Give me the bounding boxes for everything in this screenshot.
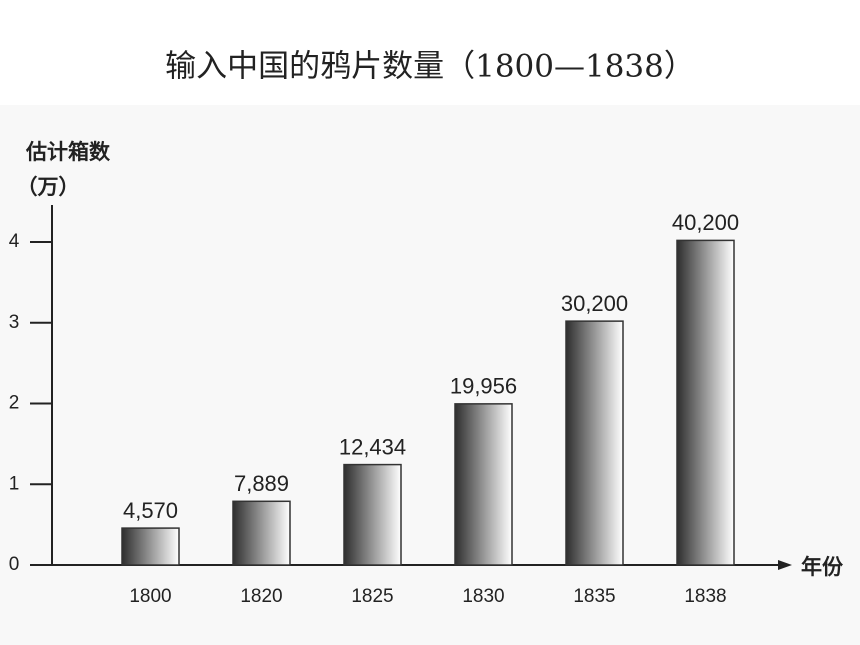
- bar: [565, 320, 624, 566]
- data-label: 40,200: [672, 210, 739, 235]
- x-tick-label: 1830: [462, 586, 504, 607]
- x-axis-arrow: [778, 560, 792, 570]
- x-tick-label: 1825: [351, 586, 393, 607]
- y-axis-label: 估计箱数: [25, 140, 111, 164]
- data-label: 12,434: [339, 434, 406, 459]
- chart-title: 输入中国的鸦片数量（1800—1838）: [165, 49, 695, 85]
- data-label: 4,570: [123, 498, 178, 523]
- x-tick-label: 1835: [573, 586, 615, 607]
- y-tick-label: 4: [9, 231, 20, 252]
- data-label: 19,956: [450, 374, 517, 399]
- bar: [343, 463, 402, 566]
- y-tick-label: 0: [9, 554, 20, 575]
- bar: [676, 239, 735, 566]
- x-tick-label: 1820: [240, 586, 282, 607]
- bar: [121, 527, 180, 566]
- bar: [232, 500, 291, 566]
- data-label: 30,200: [561, 291, 628, 316]
- data-label: 7,889: [234, 471, 289, 496]
- bar: [454, 403, 513, 566]
- y-tick-label: 2: [9, 393, 20, 414]
- x-tick-label: 1838: [684, 586, 726, 607]
- y-tick-label: 3: [9, 312, 20, 333]
- y-tick-label: 1: [9, 473, 20, 494]
- x-tick-label: 1800: [129, 586, 171, 607]
- y-axis-label: （万）: [17, 175, 80, 199]
- x-axis-label: 年份: [801, 555, 844, 579]
